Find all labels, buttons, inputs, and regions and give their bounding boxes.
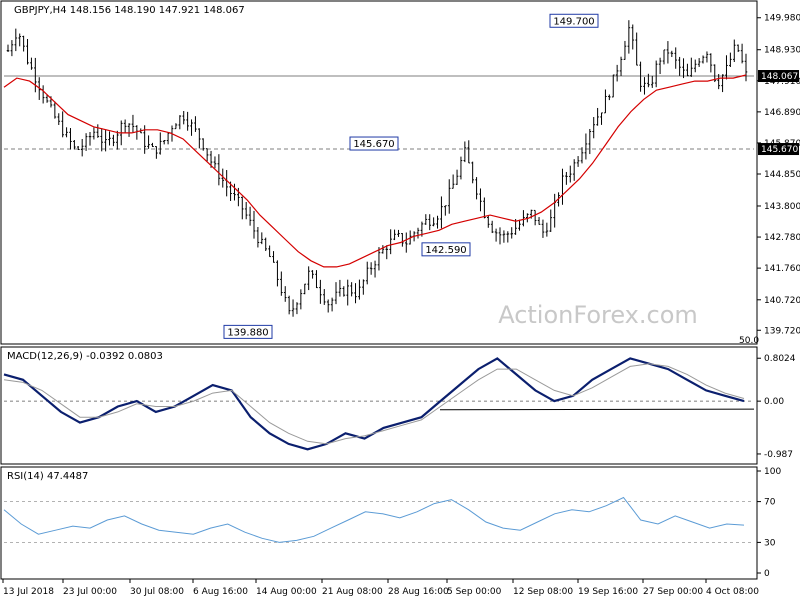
time-tick-label: 13 Jul 2018	[3, 587, 54, 597]
rsi-tick-label: 70	[764, 498, 776, 508]
time-tick-label: 14 Aug 00:00	[256, 587, 317, 597]
rsi-panel	[0, 466, 758, 580]
time-tick-label: 5 Sep 00:00	[447, 587, 502, 597]
price-axis: 149.980148.930147.910146.890145.870144.8…	[757, 14, 800, 336]
rsi-axis: 100 70 30 0	[757, 467, 781, 579]
annotation-label: 142.590	[425, 245, 466, 256]
price-tick-label: 141.760	[764, 264, 800, 274]
time-tick-label: 27 Sep 00:00	[643, 587, 703, 597]
annotation-label: 149.700	[553, 16, 594, 27]
annotation-box	[421, 242, 471, 257]
macd-axis: 0.8024 0.00 -0.987	[757, 354, 796, 460]
price-marker-bg	[758, 70, 799, 83]
price-marker-label: 145.670	[761, 145, 798, 155]
time-tick-label: 30 Jul 08:00	[130, 587, 184, 597]
corner-label: 50.0	[739, 336, 759, 346]
macd-tick-label: 0.00	[764, 397, 784, 407]
price-title: GBPJPY,H4 148.156 148.190 147.921 148.06…	[14, 5, 245, 16]
time-axis: 13 Jul 2018 23 Jul 00:00 30 Jul 08:00 6 Aug…	[2, 579, 759, 597]
price-tick-label: 143.800	[764, 202, 800, 212]
watermark: ActionForex.com	[498, 301, 698, 329]
rsi-tick-label: 30	[764, 538, 776, 548]
macd-trendline	[439, 408, 755, 411]
rsi-tick-label: 100	[764, 467, 781, 477]
rsi-lines	[3, 496, 754, 543]
price-tick-label: 140.720	[764, 296, 800, 306]
price-marker-label: 148.067	[761, 72, 798, 82]
annotation-box	[349, 136, 399, 151]
time-tick-label: 23 Jul 00:00	[63, 587, 117, 597]
time-tick-label: 12 Sep 08:00	[513, 587, 573, 597]
price-tick-label: 144.850	[764, 170, 800, 180]
price-annotations: 149.700 145.670 142.590 139.880	[223, 13, 599, 339]
rsi-tick-label: 0	[764, 569, 770, 579]
signal-line	[3, 363, 745, 445]
macd-tick-label: 0.8024	[764, 354, 796, 364]
time-tick-label: 19 Sep 16:00	[578, 587, 638, 597]
price-panel	[0, 0, 758, 345]
annotation-label: 145.670	[353, 139, 394, 150]
time-tick-label: 6 Aug 16:00	[193, 587, 248, 597]
price-tick-label: 146.890	[764, 108, 800, 118]
macd-lines	[3, 357, 755, 451]
rsi-line	[3, 496, 745, 543]
price-tick-label: 149.980	[764, 14, 800, 24]
annotation-box	[549, 13, 599, 28]
price-tick-label: 142.780	[764, 233, 800, 243]
macd-tick-label: -0.987	[764, 450, 793, 460]
price-marker-bg	[758, 143, 799, 156]
time-tick-label: 28 Aug 16:00	[388, 587, 449, 597]
time-tick-label: 21 Aug 08:00	[322, 587, 383, 597]
time-tick-label: 4 Oct 08:00	[706, 587, 759, 597]
annotation-label: 139.880	[227, 327, 268, 338]
candlestick-series	[6, 20, 748, 317]
annotation-box	[223, 324, 273, 339]
price-tick-label: 139.720	[764, 326, 800, 336]
price-tick-label: 148.930	[764, 46, 800, 56]
macd-title: MACD(12,26,9) -0.0392 0.0803	[7, 351, 163, 362]
moving-average-line	[3, 74, 747, 268]
rsi-title: RSI(14) 47.4487	[7, 471, 88, 482]
